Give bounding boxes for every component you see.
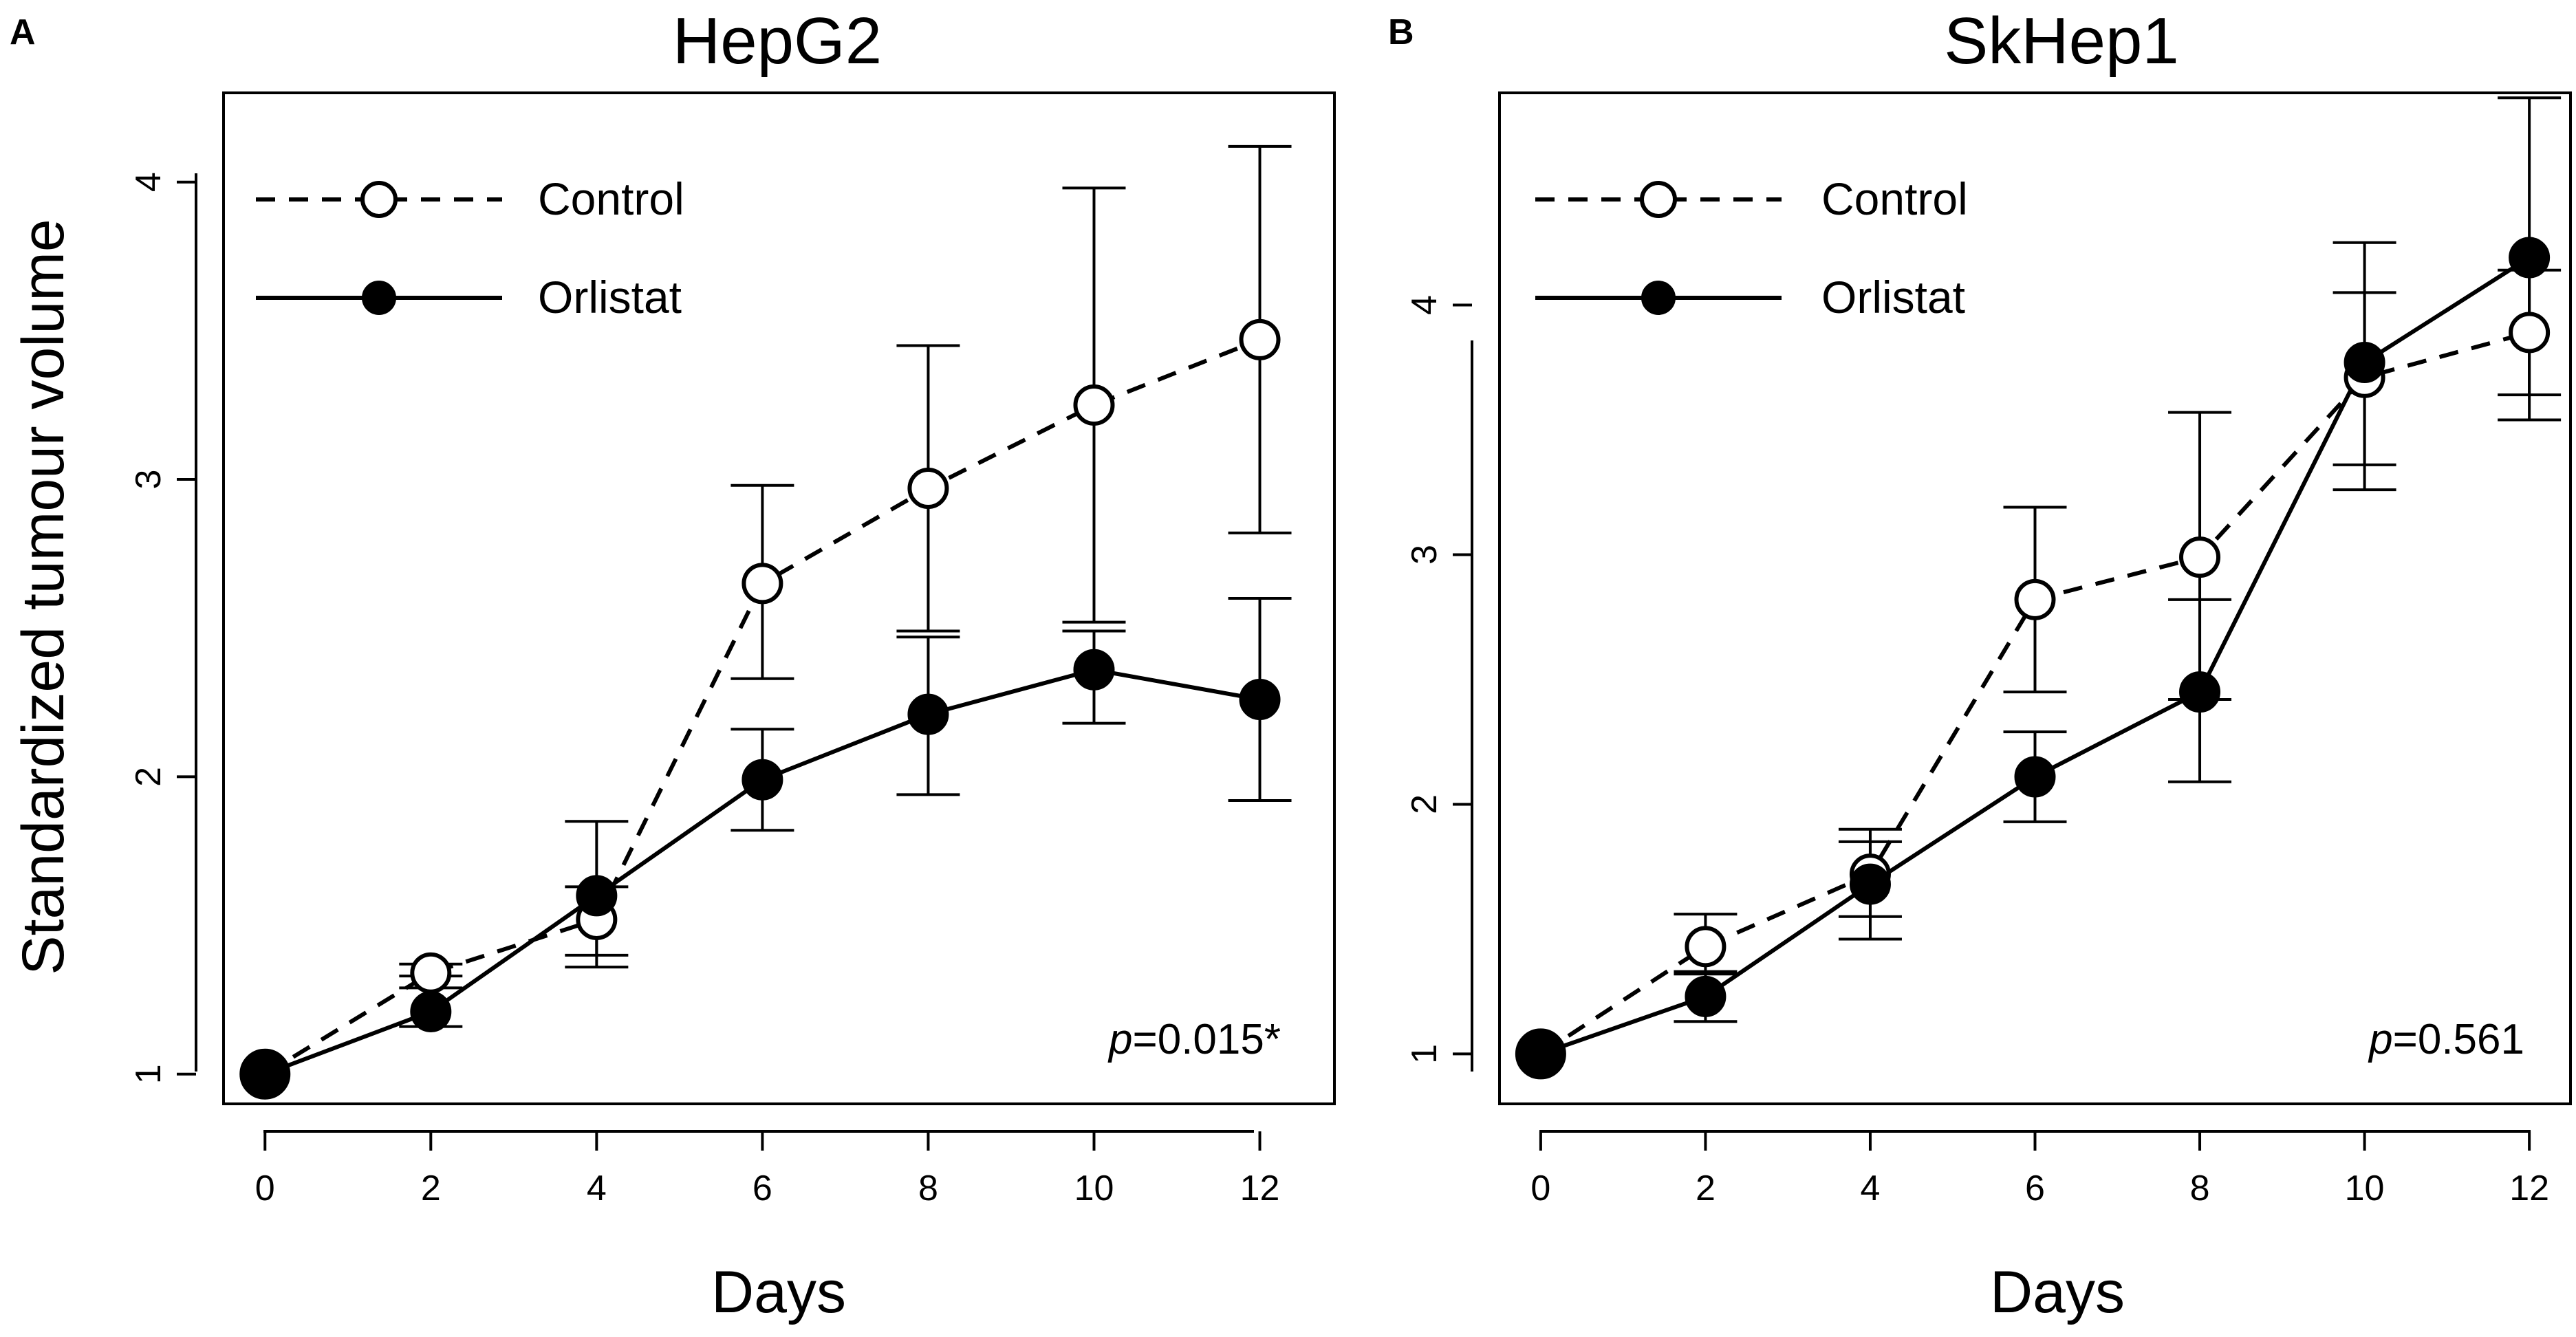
point-control — [2509, 312, 2551, 354]
point-control — [907, 468, 949, 510]
legend-label-control: Control — [538, 173, 684, 224]
error-bars — [399, 144, 1292, 1028]
x-tick-label: 4 — [1861, 1168, 1881, 1208]
x-axis-label: Days — [1990, 1259, 2125, 1325]
panel-letter: A — [10, 12, 36, 52]
p-value-annotation: p=0.561 — [2368, 1016, 2524, 1063]
x-tick-label: 6 — [2025, 1168, 2045, 1208]
point-orlistat — [742, 759, 783, 801]
plot-frame — [1498, 91, 2572, 1105]
legend-marker-orlistat — [362, 281, 396, 315]
y-tick-label: 4 — [1405, 295, 1444, 315]
x-tick-label: 10 — [1074, 1168, 1114, 1208]
p-symbol: p — [1107, 1016, 1132, 1063]
point-control — [742, 563, 783, 605]
point-orlistat — [1239, 679, 1281, 720]
point-orlistat — [1685, 975, 1727, 1017]
point-control — [2179, 536, 2221, 578]
legend: Control Orlistat — [1535, 173, 1968, 323]
point-orlistat — [576, 875, 618, 917]
p-symbol: p — [2368, 1016, 2392, 1063]
data-points — [1515, 237, 2551, 1080]
y-tick-label: 3 — [1405, 545, 1444, 565]
legend-marker-orlistat — [1641, 281, 1676, 315]
point-orlistat — [1849, 863, 1891, 905]
legend: Control Orlistat — [256, 173, 684, 323]
legend-marker-control — [360, 181, 398, 218]
p-value-annotation: p=0.015* — [1107, 1016, 1281, 1063]
chart-title: HepG2 — [673, 4, 882, 78]
panel-a: A HepG2 Days Standardized tumour volume … — [10, 4, 1336, 1325]
chart-title: SkHep1 — [1944, 4, 2179, 78]
x-tick-label: 12 — [1240, 1168, 1280, 1208]
y-tick-label: 1 — [1405, 1044, 1444, 1064]
legend-label-control: Control — [1821, 173, 1968, 224]
legend-label-orlistat: Orlistat — [1821, 272, 1965, 323]
x-tick-label: 8 — [918, 1168, 938, 1208]
y-tick-label: 1 — [129, 1064, 169, 1084]
legend-marker-control — [1640, 181, 1677, 218]
point-control — [1685, 926, 1727, 968]
point-orlistat — [907, 693, 949, 735]
x-tick-label: 2 — [421, 1168, 441, 1208]
y-axis-label: Standardized tumour volume — [10, 219, 76, 975]
y-tick-label: 2 — [129, 767, 169, 787]
y-tick-label: 2 — [1405, 794, 1444, 814]
x-tick-label: 0 — [255, 1168, 275, 1208]
point-control — [410, 952, 452, 994]
x-tick-label: 4 — [587, 1168, 607, 1208]
x-tick-label: 12 — [2509, 1168, 2549, 1208]
x-tick-label: 2 — [1696, 1168, 1715, 1208]
point-orlistat — [410, 990, 452, 1032]
p-value: =0.561 — [2393, 1016, 2524, 1063]
point-control — [1239, 318, 1281, 360]
legend-label-orlistat: Orlistat — [538, 272, 682, 323]
point-orlistat — [239, 1048, 291, 1100]
x-tick-label: 10 — [2345, 1168, 2385, 1208]
y-tick-label: 3 — [129, 470, 169, 490]
point-control — [1073, 384, 1115, 426]
point-orlistat — [2179, 671, 2221, 713]
point-orlistat — [1515, 1028, 1566, 1080]
error-bars — [1674, 96, 2562, 1023]
data-points — [239, 318, 1281, 1100]
p-value: =0.015* — [1133, 1016, 1281, 1063]
x-tick-label: 0 — [1530, 1168, 1550, 1208]
point-orlistat — [1073, 649, 1115, 691]
panel-letter: B — [1388, 12, 1414, 52]
x-tick-label: 6 — [753, 1168, 772, 1208]
x-axis-label: Days — [711, 1259, 846, 1325]
point-orlistat — [2344, 342, 2385, 383]
plot-frame — [222, 91, 1336, 1105]
point-control — [2014, 578, 2056, 620]
x-tick-label: 8 — [2190, 1168, 2210, 1208]
point-orlistat — [2014, 756, 2056, 798]
y-tick-label: 4 — [129, 172, 169, 192]
point-orlistat — [2509, 237, 2551, 279]
